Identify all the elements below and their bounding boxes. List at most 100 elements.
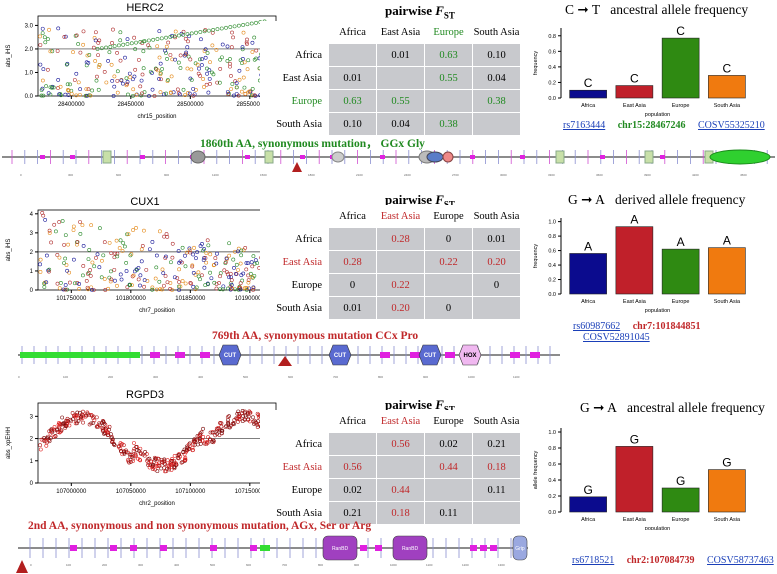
scatter-points <box>38 19 275 98</box>
fst-cell: 0.20 <box>376 296 425 320</box>
svg-text:1300: 1300 <box>498 563 505 567</box>
fst-cell: 0.55 <box>376 89 425 113</box>
x-tick-label: South Asia <box>714 517 741 523</box>
freq-title-2: G ➞ A derived allele frequency <box>568 192 746 207</box>
domain-label: RanBD <box>332 546 349 552</box>
rs-link[interactable]: rs7163444 <box>563 120 606 131</box>
domain-label: HOX <box>463 353 476 359</box>
bar-allele-label: G <box>630 432 639 446</box>
fst-cell: 0.38 <box>472 89 521 113</box>
cosv-link[interactable]: COSV58737463 <box>707 555 774 566</box>
fst-cell: 0.22 <box>424 250 473 274</box>
y-tick-label: 0.0 <box>25 94 34 100</box>
rs-link[interactable]: rs60987662 <box>573 321 621 332</box>
freq-bar-chart-herc2: 0.0 0.2 0.4 0.6 0.8 frequency C Africa C East Asi… <box>533 24 746 118</box>
x-axis-label: chr7_position <box>139 308 175 314</box>
bar-allele-label: A <box>630 213 638 227</box>
domain-cut <box>328 344 352 366</box>
mutation-annotation-3: 2nd AA, synonymous and non synonymous mu… <box>28 520 372 532</box>
y-tick-label: 0.4 <box>548 263 556 269</box>
fst-cell: 0.01 <box>328 66 377 90</box>
svg-text:900: 900 <box>164 173 169 177</box>
svg-text:400: 400 <box>198 375 203 379</box>
rs-link[interactable]: rs6718521 <box>572 555 615 566</box>
fst-cell: 0.01 <box>472 227 521 251</box>
x-tick-label: 28450000 <box>117 102 144 108</box>
svg-text:100: 100 <box>63 375 68 379</box>
y-tick-label: 0.8 <box>548 34 556 40</box>
y-tick-label: 0.8 <box>548 234 556 240</box>
fst-col-header: Africa <box>328 21 377 44</box>
corner-cell <box>260 21 329 44</box>
fst-cell: 0.28 <box>376 227 425 251</box>
x-tick-label: 28500000 <box>177 102 204 108</box>
bar-allele-label: C <box>676 24 685 38</box>
svg-text:3600: 3600 <box>596 173 603 177</box>
svg-text:2700: 2700 <box>452 173 459 177</box>
svg-text:100: 100 <box>66 563 71 567</box>
protein-track-rgpd3: RanBD RanBD Grip 0 100 200 300 400 500 600 700 800 9… <box>16 535 528 573</box>
cosv-link[interactable]: COSV55325210 <box>698 120 765 131</box>
y-tick-label: 0 <box>30 481 34 487</box>
cosv-link[interactable]: COSV52891045 <box>583 332 650 343</box>
bar-allele-label: C <box>630 72 639 86</box>
fst-cell <box>472 501 521 525</box>
domain-ranbd <box>392 535 428 561</box>
y-tick-label: 1 <box>30 269 34 275</box>
fst-row-header: Africa <box>260 43 329 67</box>
protein-track-herc2: 0 300 600 900 1200 1500 1800 2100 2400 2700 3000 33… <box>2 149 775 177</box>
fst-col-header: East Asia <box>376 205 425 228</box>
domain-label: CUT <box>224 353 237 359</box>
x-axis-label: population <box>645 308 670 314</box>
fst-title-3: pairwise FST <box>385 397 455 415</box>
fst-cell: 0.02 <box>328 478 377 502</box>
fst-col-header: Africa <box>328 205 377 228</box>
y-tick-label: 0.6 <box>548 49 556 55</box>
x-tick-label: 28400000 <box>58 102 85 108</box>
bar-africa <box>569 89 607 99</box>
fst-cell: 0.38 <box>424 112 473 136</box>
x-tick-label: Europe <box>672 299 690 305</box>
scatter-rgpd3: 0 1 2 3 107000000 107050000 107100000 107150000… <box>6 402 277 507</box>
x-tick-label: 101800000 <box>116 296 147 302</box>
links-row-3: rs6718521 chr2:107084739 COSV58737463 <box>572 555 777 566</box>
y-tick-label: 1.0 <box>548 220 556 226</box>
x-tick-label: 107050000 <box>116 489 147 495</box>
svg-text:1100: 1100 <box>513 375 520 379</box>
scatter-points <box>38 210 275 292</box>
x-tick-label: 101750000 <box>56 296 87 302</box>
fst-title-2: pairwise FST <box>385 192 455 210</box>
fst-row-header: Europe <box>260 478 329 502</box>
svg-text:600: 600 <box>116 173 121 177</box>
y-tick-label: 0.4 <box>548 478 556 484</box>
plot-frame <box>37 15 277 97</box>
scatter-cux1: 0 1 2 3 4 101750000 101800000 101850000 10190000… <box>6 209 277 314</box>
fst-col-header: South Asia <box>472 410 521 433</box>
fst-title-1: pairwise FST <box>385 3 455 21</box>
svg-text:600: 600 <box>288 375 293 379</box>
fst-col-header: East Asia <box>376 21 425 44</box>
gene-title-cux1: CUX1 <box>130 196 160 208</box>
x-tick-label: East Asia <box>623 299 647 305</box>
gene-title-herc2: HERC2 <box>126 2 164 14</box>
svg-text:500: 500 <box>210 563 215 567</box>
position-label: chr15:28467246 <box>617 120 686 131</box>
svg-text:300: 300 <box>68 173 73 177</box>
svg-text:2100: 2100 <box>356 173 363 177</box>
bar-allele-label: A <box>677 235 685 249</box>
y-tick-label: 3.0 <box>25 23 34 29</box>
svg-text:300: 300 <box>153 375 158 379</box>
bar-europe <box>661 248 700 295</box>
fst-cell <box>328 227 377 251</box>
fst-col-header: Europe <box>424 205 473 228</box>
fst-cell <box>376 66 425 90</box>
domain-cut <box>218 344 242 366</box>
fst-cell: 0.56 <box>376 432 425 456</box>
domain-cut <box>418 344 442 366</box>
bar-allele-label: A <box>584 239 592 253</box>
mutation-annotation-2: 769th AA, synonymous mutation CCx Pro <box>212 330 419 342</box>
svg-text:300: 300 <box>138 563 143 567</box>
bar-south-asia <box>708 247 746 295</box>
fst-cell: 0.04 <box>376 112 425 136</box>
svg-text:700: 700 <box>282 563 287 567</box>
